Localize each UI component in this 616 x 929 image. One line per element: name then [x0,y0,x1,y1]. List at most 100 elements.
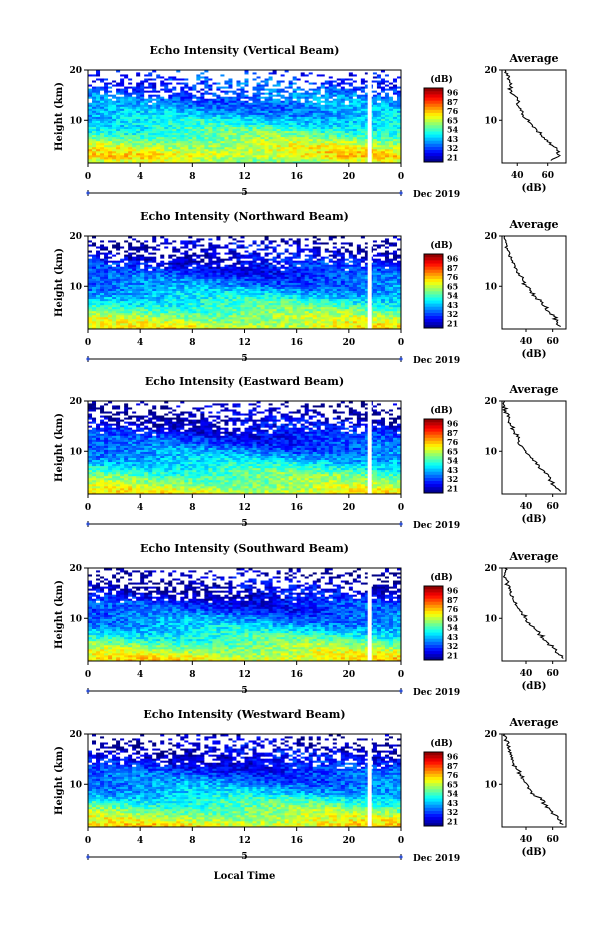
heatmap-cell [108,126,113,130]
heatmap-cell [100,148,105,152]
heatmap-cell [128,124,133,128]
heatmap-cell [192,144,197,148]
heatmap-cell [360,138,366,142]
heatmap-cell [364,114,370,117]
heatmap-cell [164,158,169,162]
heatmap-cell [184,124,189,128]
heatmap-cell [388,160,394,164]
heatmap-cell [160,104,165,107]
heatmap-cell [376,110,382,113]
heatmap-cell [156,124,161,128]
heatmap-cell [388,156,394,160]
heatmap-cell [100,152,105,156]
heatmap-cell [240,138,245,142]
heatmap-cell [308,106,314,109]
heatmap-cell [244,158,249,162]
heatmap-cell [208,160,213,164]
heatmap-cell [300,152,306,156]
heatmap-cell [192,158,197,162]
heatmap-cell [332,112,338,115]
heatmap-cell [108,116,113,119]
heatmap-cell [120,146,125,150]
heatmap-cell [376,106,382,109]
heatmap-cell [396,108,402,111]
heatmap-cell [112,146,117,150]
avg-y-tick-label: 10 [484,116,497,126]
heatmap-cell [236,152,241,156]
heatmap-cell [228,154,233,158]
heatmap-cell [144,120,149,123]
heatmap-cell [212,116,217,119]
heatmap-cell [252,106,257,109]
heatmap-cell [116,120,121,123]
heatmap-cell [104,104,109,107]
heatmap-cell [112,144,117,148]
heatmap-cell [396,118,402,121]
heatmap-cell [156,102,161,105]
heatmap-cell [144,144,149,148]
heatmap-cell [108,154,113,158]
heatmap-cell [324,128,330,132]
heatmap-cell [92,148,97,152]
heatmap-cell [200,140,205,144]
heatmap-cell [140,106,145,109]
heatmap-cell [152,126,157,130]
heatmap-cell [176,124,181,128]
heatmap-cell [120,150,125,154]
heatmap-cell [376,118,382,121]
heatmap-cell [248,112,253,115]
heatmap-cell [88,112,93,115]
heatmap-cell [208,104,213,107]
heatmap-cell [112,148,117,152]
heatmap-cell [308,142,314,146]
heatmap-cell [348,128,354,132]
heatmap-cell [168,142,173,146]
heatmap-cell [244,160,249,164]
heatmap-cell [196,116,201,119]
heatmap-cell [296,116,302,119]
heatmap-cell [332,114,338,117]
heatmap-cell [152,132,157,136]
heatmap-cell [384,148,390,152]
heatmap-cell [284,104,290,107]
heatmap-cell [176,132,181,136]
heatmap-cell [256,126,261,130]
heatmap-cell [356,146,362,150]
heatmap-cell [312,142,318,146]
heatmap-cell [252,114,257,117]
heatmap-cell [312,114,318,117]
heatmap-cell [276,120,282,123]
heatmap-cell [196,136,201,140]
heatmap-cell [100,118,105,121]
heatmap-cell [360,144,366,148]
heatmap-cell [156,154,161,158]
heatmap-cell [332,154,338,158]
heatmap-cell [100,102,105,105]
heatmap-cell [380,116,386,119]
heatmap-cell [168,112,173,115]
heatmap-cell [196,112,201,115]
heatmap-cell [312,120,318,123]
heatmap-cell [300,146,306,150]
heatmap-cell [308,136,314,140]
date-axis-marker [86,191,90,195]
heatmap-cell [304,108,310,111]
heatmap-cell [284,150,290,154]
heatmap-cell [140,120,145,123]
heatmap-cell [344,156,350,160]
heatmap-cell [148,106,153,109]
heatmap-cell [384,110,390,113]
heatmap-cell [152,106,157,109]
heatmap-cell [156,138,161,142]
heatmap-cell [312,128,318,132]
heatmap-cell [160,156,165,160]
heatmap-cell [376,158,382,162]
heatmap-cell [332,120,338,123]
heatmap-cell [112,106,117,109]
heatmap-cell [236,138,241,142]
colorbar-step [424,94,443,98]
heatmap-cell [312,134,318,138]
heatmap-cell [140,132,145,136]
heatmap-cell [160,126,165,130]
heatmap-cell [296,114,302,117]
